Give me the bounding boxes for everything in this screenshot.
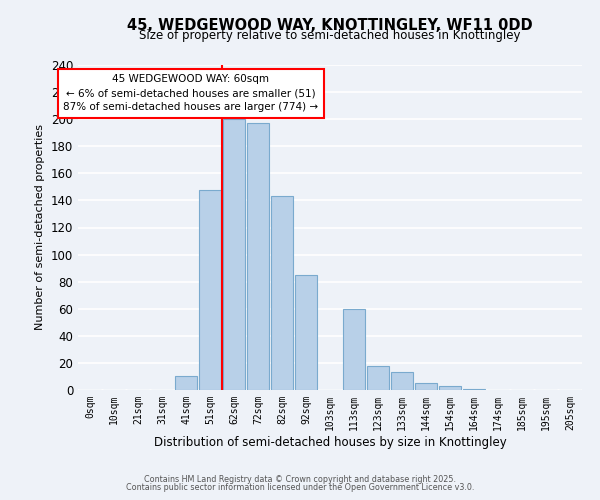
Text: Contains public sector information licensed under the Open Government Licence v3: Contains public sector information licen… [126,483,474,492]
Bar [367,366,389,390]
X-axis label: Distribution of semi-detached houses by size in Knottingley: Distribution of semi-detached houses by … [154,436,506,448]
Y-axis label: Number of semi-detached properties: Number of semi-detached properties [35,124,45,330]
Bar [223,119,245,390]
Bar [175,376,197,390]
Bar [295,275,317,390]
Bar [415,383,437,390]
Text: Size of property relative to semi-detached houses in Knottingley: Size of property relative to semi-detach… [139,29,521,42]
Bar [463,388,485,390]
Bar [199,190,221,390]
Text: 45 WEDGEWOOD WAY: 60sqm
← 6% of semi-detached houses are smaller (51)
87% of sem: 45 WEDGEWOOD WAY: 60sqm ← 6% of semi-det… [63,74,319,112]
Text: Contains HM Land Registry data © Crown copyright and database right 2025.: Contains HM Land Registry data © Crown c… [144,475,456,484]
Bar [247,123,269,390]
Bar [343,308,365,390]
Bar [271,196,293,390]
Text: 45, WEDGEWOOD WAY, KNOTTINGLEY, WF11 0DD: 45, WEDGEWOOD WAY, KNOTTINGLEY, WF11 0DD [127,18,533,32]
Bar [391,372,413,390]
Bar [439,386,461,390]
